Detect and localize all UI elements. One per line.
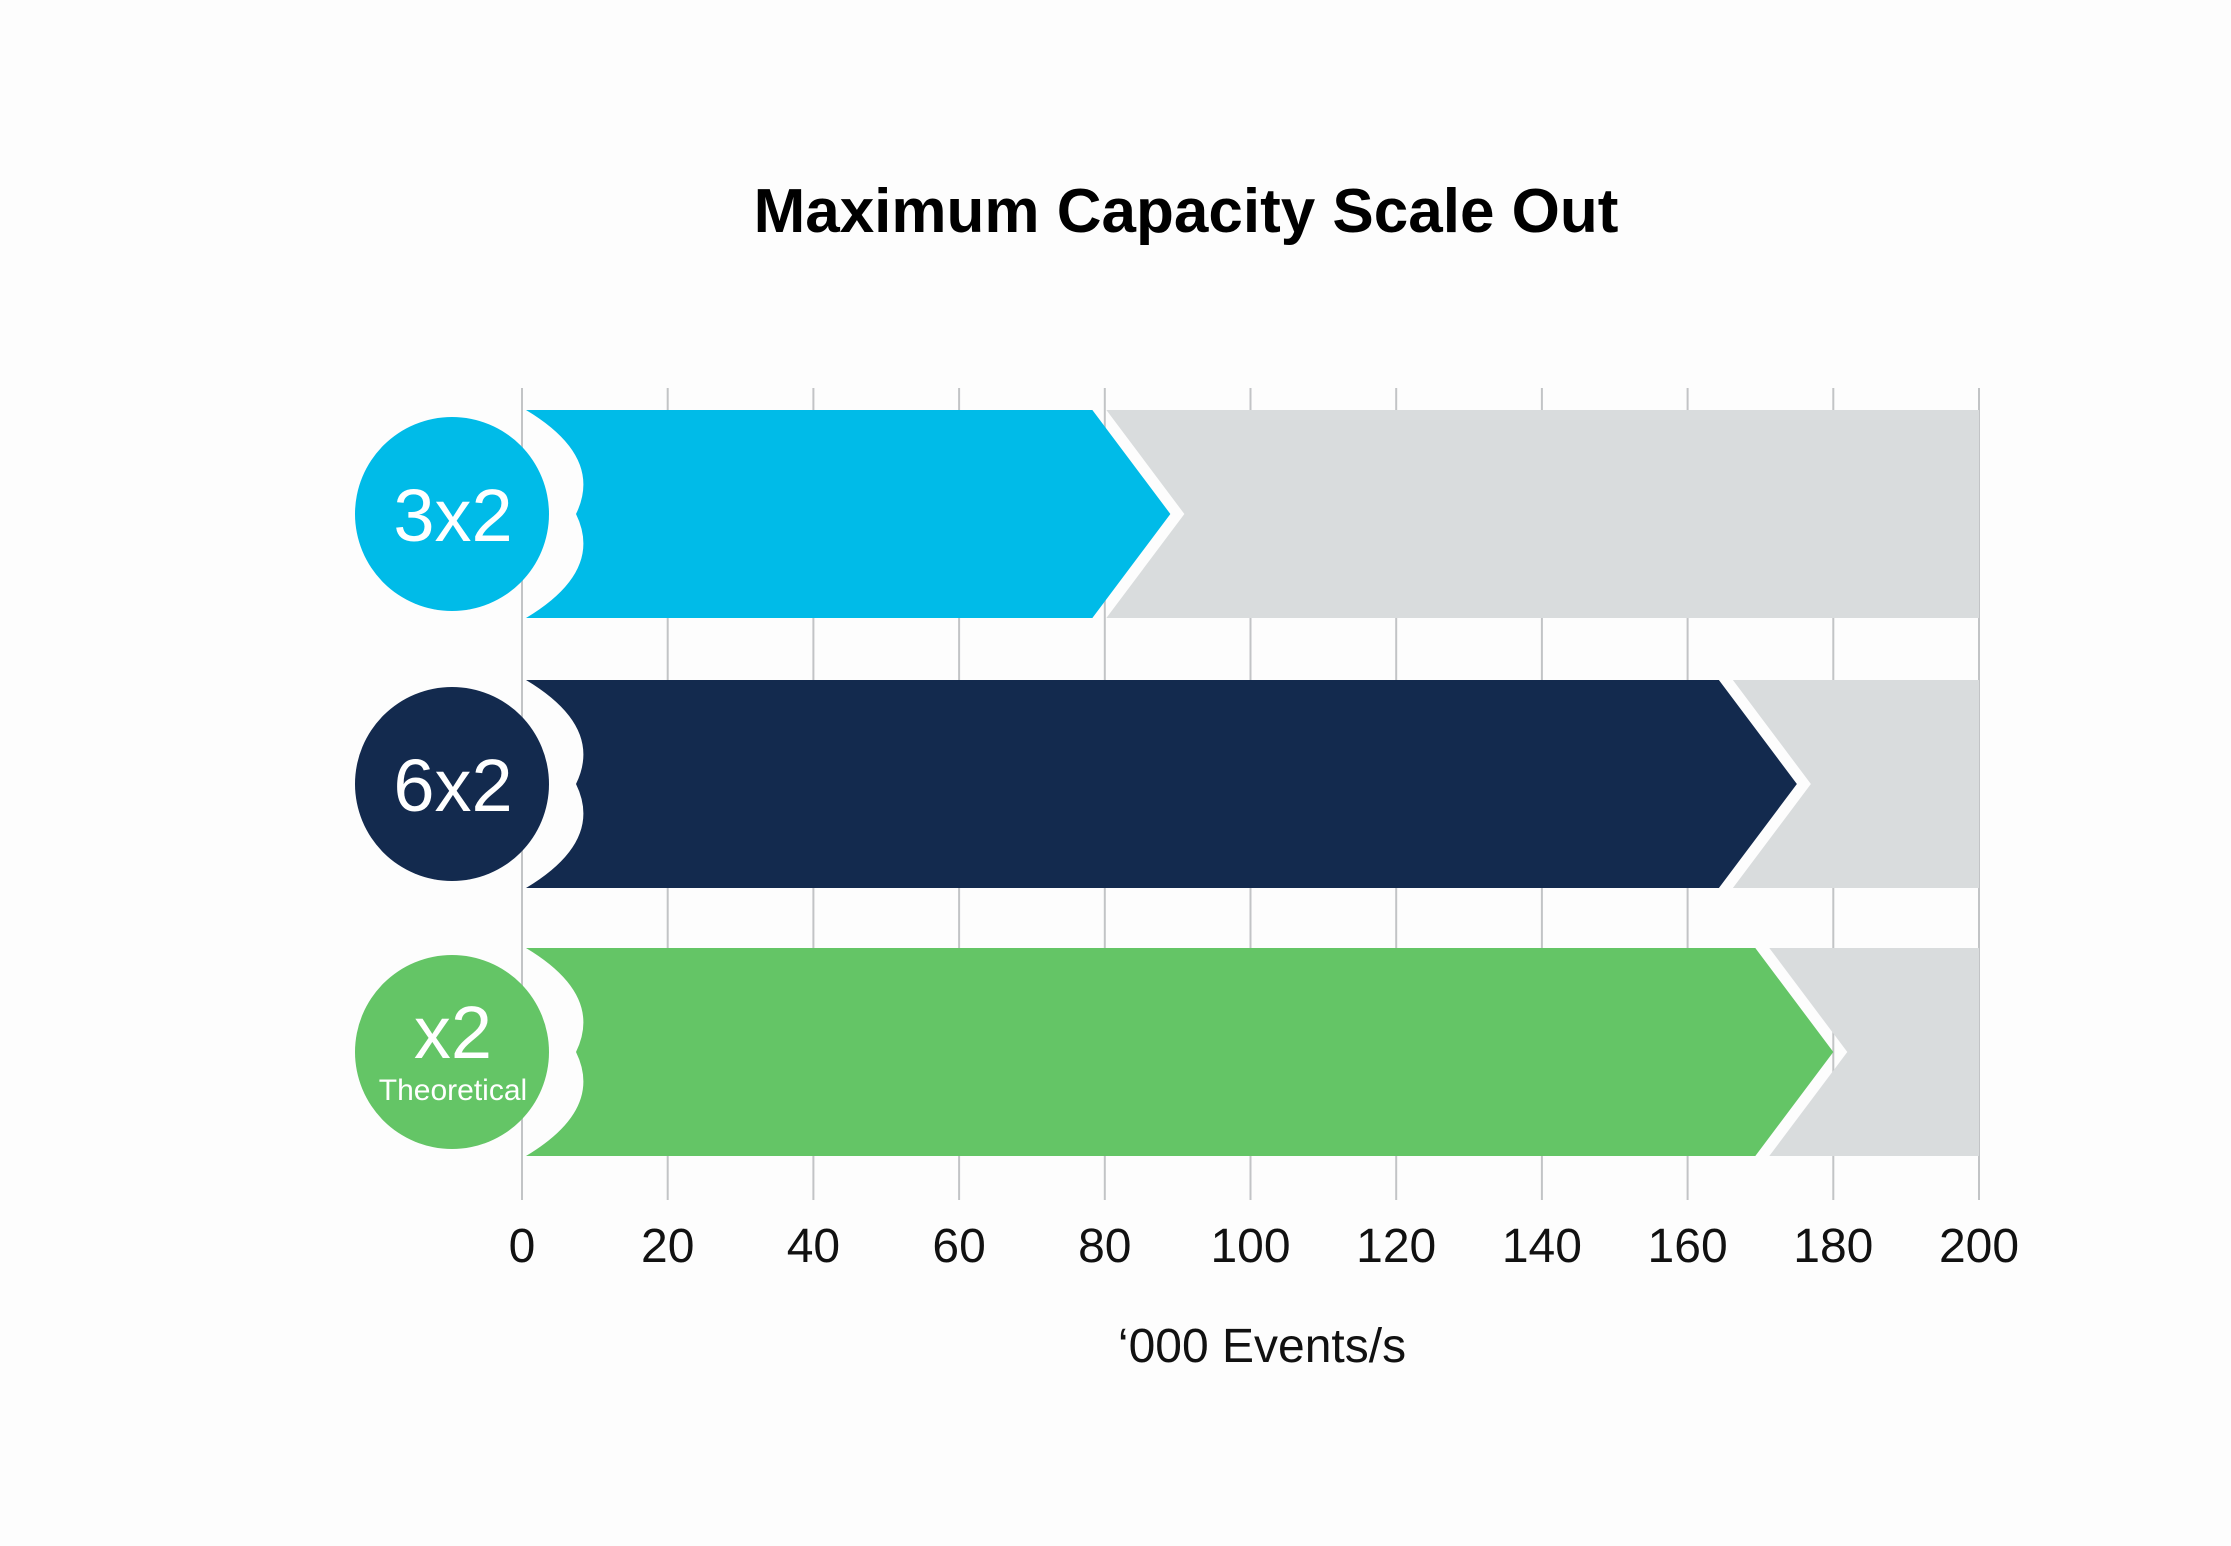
- x-axis-ticks: 0 20 40 60 80 100 120 140 160 180 200: [509, 1220, 2019, 1273]
- bar-1: [526, 680, 1797, 888]
- bar-track-1: [1732, 680, 1979, 888]
- bar-track-2: [1769, 948, 1979, 1156]
- bars: [526, 410, 1979, 1156]
- x-tick-label: 200: [1939, 1220, 2019, 1273]
- bar-0: [526, 410, 1171, 618]
- category-label: 6x2: [393, 744, 512, 827]
- x-tick-label: 120: [1356, 1220, 1436, 1273]
- x-tick-label: 160: [1648, 1220, 1728, 1273]
- category-badge-circle: [355, 955, 549, 1149]
- category-label: 3x2: [393, 474, 512, 557]
- x-tick-label: 40: [787, 1220, 840, 1273]
- x-tick-label: 0: [509, 1220, 536, 1273]
- category-badge-circle: [355, 687, 549, 881]
- x-tick-label: 80: [1078, 1220, 1131, 1273]
- bar-2: [526, 948, 1834, 1156]
- x-axis-label: ‘000 Events/s: [1118, 1320, 1406, 1373]
- x-tick-label: 180: [1793, 1220, 1873, 1273]
- x-tick-label: 140: [1502, 1220, 1582, 1273]
- category-sublabel: Theoretical: [379, 1074, 527, 1107]
- x-tick-label: 60: [932, 1220, 985, 1273]
- x-tick-label: 20: [641, 1220, 694, 1273]
- bar-track-0: [1106, 410, 1979, 618]
- category-badge-circle: [355, 417, 549, 611]
- category-label: x2: [414, 991, 492, 1074]
- chart-title: Maximum Capacity Scale Out: [754, 177, 1619, 246]
- x-tick-label: 100: [1210, 1220, 1290, 1273]
